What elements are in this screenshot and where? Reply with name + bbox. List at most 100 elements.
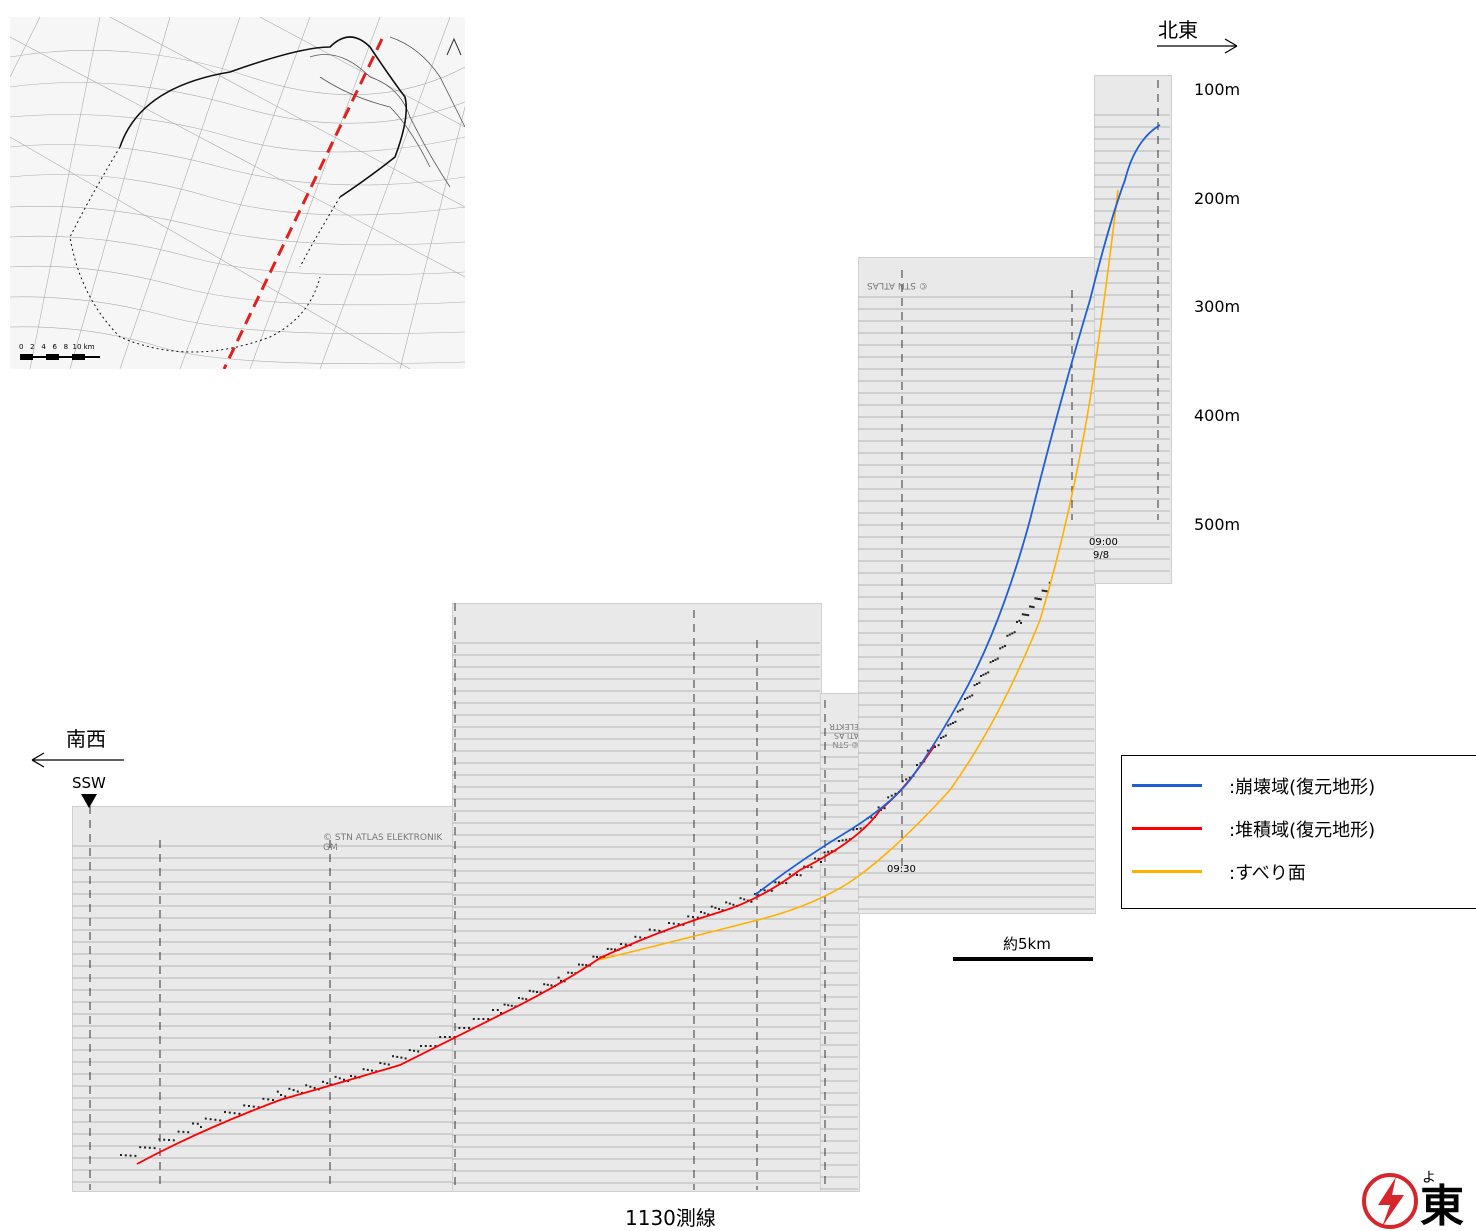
- seafloor-reflection-mark: [1006, 634, 1009, 637]
- seafloor-reflection-mark: [1023, 613, 1026, 616]
- seafloor-reflection-mark: [1025, 613, 1028, 616]
- seafloor-reflection-mark: [444, 1036, 446, 1038]
- seafloor-reflection-mark: [624, 943, 627, 946]
- seafloor-reflection-mark: [417, 1050, 420, 1053]
- seafloor-reflection-mark: [639, 936, 642, 939]
- seafloor-reflection-mark: [168, 1139, 170, 1141]
- seafloor-reflection-mark: [763, 889, 766, 892]
- depth-label-400: 400m: [1194, 406, 1241, 425]
- seafloor-reflection-mark: [129, 1154, 132, 1157]
- north-arrow-icon: [446, 37, 462, 56]
- seafloor-reflection-mark: [503, 1003, 506, 1006]
- seafloor-reflection-mark: [852, 828, 855, 831]
- seafloor-reflection-mark: [820, 861, 822, 863]
- seafloor-reflection-mark: [305, 1084, 308, 1087]
- profile-panel-2: [452, 603, 822, 1192]
- seafloor-reflection-mark: [570, 971, 573, 974]
- seafloor-reflection-mark: [973, 684, 976, 687]
- seafloor-reflection-mark: [672, 922, 675, 925]
- seafloor-reflection-mark: [634, 935, 637, 938]
- seafloor-reflection-mark: [560, 980, 562, 982]
- date-label: 9/8: [1093, 550, 1110, 561]
- seafloor-reflection-mark: [492, 1009, 494, 1011]
- seafloor-reflection-mark: [248, 1105, 250, 1107]
- seafloor-reflection-mark: [743, 898, 746, 901]
- seafloor-reflection-mark: [677, 923, 680, 926]
- seafloor-reflection-mark: [728, 902, 731, 905]
- seafloor-reflection-mark: [521, 997, 524, 1000]
- seafloor-reflection-mark: [536, 991, 538, 993]
- seafloor-reflection-mark: [606, 947, 609, 950]
- seafloor-reflection-mark: [366, 1068, 369, 1071]
- depth-label-100: 100m: [1194, 80, 1241, 99]
- arrow-right-icon: [1157, 38, 1238, 54]
- seafloor-reflection-mark: [870, 816, 873, 819]
- seafloor-reflection-mark: [238, 1112, 241, 1115]
- seafloor-reflection-mark: [383, 1062, 386, 1065]
- seafloor-reflection-mark: [252, 1105, 255, 1108]
- seafloor-reflection-mark: [961, 708, 964, 711]
- seafloor-reflection-mark: [182, 1130, 185, 1133]
- seafloor-reflection-mark: [996, 657, 999, 660]
- seafloor-reflection-mark: [877, 806, 880, 809]
- seafloor-reflection-mark: [992, 660, 994, 662]
- seafloor-reflection-mark: [714, 906, 717, 909]
- time-label-0930: 09:30: [887, 864, 916, 875]
- seafloor-reflection-mark: [980, 675, 982, 677]
- seafloor-reflection-mark: [942, 735, 945, 738]
- seafloor-reflection-mark: [500, 1012, 502, 1014]
- seafloor-reflection-mark: [482, 1018, 485, 1020]
- seafloor-reflection-mark: [944, 734, 947, 737]
- seafloor-reflection-mark: [233, 1112, 236, 1115]
- legend-swatch-collapse: [1132, 784, 1202, 787]
- seafloor-reflection-mark: [887, 796, 890, 799]
- seafloor-reflection-mark: [883, 807, 886, 810]
- seafloor-reflection-mark: [838, 840, 840, 842]
- seafloor-reflection-mark: [894, 792, 897, 795]
- seafloor-reflection-mark: [1032, 606, 1035, 609]
- seafloor-reflection-mark: [392, 1055, 394, 1058]
- seafloor-reflection-mark: [371, 1069, 373, 1072]
- seafloor-reflection-mark: [732, 903, 735, 906]
- seafloor-reflection-mark: [908, 776, 911, 779]
- ssw-label: SSW: [72, 774, 106, 792]
- seafloor-reflection-mark: [964, 698, 966, 700]
- seafloor-reflection-mark: [120, 1154, 122, 1156]
- seafloor-reflection-mark: [937, 744, 940, 747]
- seafloor-reflection-mark: [200, 1126, 202, 1128]
- seafloor-reflection-mark: [982, 673, 985, 676]
- seafloor-reflection-mark: [472, 1018, 475, 1020]
- seafloor-reflection-mark: [158, 1138, 161, 1141]
- seafloor-reflection-mark: [774, 881, 777, 884]
- seafloor-reflection-mark: [987, 671, 990, 674]
- lightning-icon: [1362, 1173, 1418, 1229]
- seafloor-reflection-mark: [219, 1119, 222, 1122]
- seafloor-reflection-mark: [350, 1075, 352, 1077]
- seafloor-reflection-mark: [692, 916, 694, 918]
- location-map: 0 2 4 6 8 10 km: [9, 16, 466, 370]
- seafloor-reflection-mark: [827, 850, 830, 853]
- seafloor-reflection-mark: [916, 764, 918, 766]
- seafloor-reflection-mark: [890, 794, 893, 797]
- seafloor-reflection-mark: [592, 955, 595, 958]
- seafloor-reflection-mark: [177, 1130, 180, 1133]
- seafloor-reflection-mark: [148, 1146, 151, 1149]
- seafloor-reflection-mark: [224, 1111, 226, 1113]
- seafloor-reflection-mark: [458, 1027, 461, 1029]
- seafloor-reflection-mark: [778, 881, 780, 884]
- seafloor-reflection-mark: [420, 1045, 422, 1047]
- seafloor-reflection-mark: [823, 851, 826, 854]
- direction-sw-label: 南西: [66, 727, 106, 751]
- profile-panel-3: © STN ATLAS ELEKTR: [820, 693, 860, 1192]
- depth-label-300: 300m: [1194, 297, 1241, 316]
- seafloor-reflection-mark: [280, 1094, 282, 1096]
- seafloor-reflection-mark: [387, 1063, 390, 1066]
- seafloor-reflection-mark: [952, 722, 954, 724]
- seafloor-reflection-mark: [413, 1049, 415, 1052]
- seafloor-reflection-mark: [209, 1118, 212, 1121]
- seafloor-reflection-mark: [532, 990, 535, 993]
- seafloor-reflection-mark: [144, 1146, 146, 1149]
- seafloor-reflection-mark: [788, 873, 791, 876]
- seafloor-reflection-mark: [288, 1087, 291, 1090]
